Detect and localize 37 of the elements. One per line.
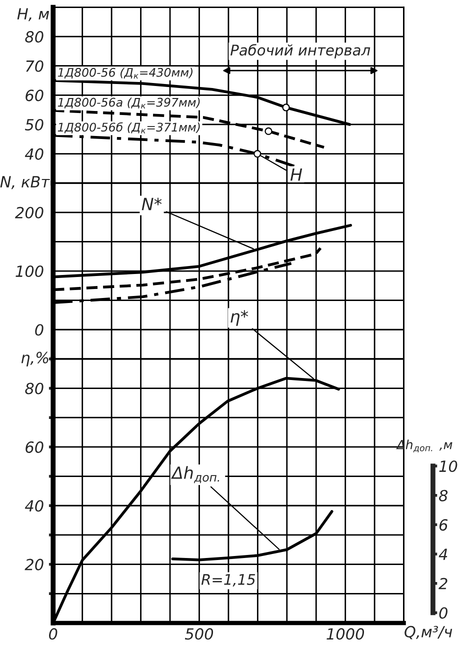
y2-tick-label: 2 bbox=[438, 578, 448, 590]
annotation: η* bbox=[230, 310, 248, 326]
annotation: Рабочий интервал bbox=[230, 44, 370, 58]
y2-tick-label: 4 bbox=[438, 548, 448, 560]
series-label: 1Д800-56б (Д$_{к}$=371мм) bbox=[58, 122, 200, 134]
y-axis-title: H, м bbox=[17, 8, 50, 22]
y-tick-label: 100 bbox=[16, 265, 44, 278]
x-tick-label: 1000 bbox=[326, 628, 364, 640]
y-tick-label: 80 bbox=[25, 31, 44, 43]
y-tick-label: 50 bbox=[24, 118, 44, 131]
x-axis-title: Q,м³/ч bbox=[404, 626, 452, 640]
annotation: R=1,15 bbox=[201, 574, 256, 586]
y-tick-label: 70 bbox=[26, 60, 44, 72]
y-tick-label: 40 bbox=[24, 148, 44, 160]
x-tick-label: 0 bbox=[49, 628, 58, 640]
y2-tick-label: 8 bbox=[439, 490, 448, 502]
y2-tick-label: 10 bbox=[439, 460, 458, 472]
series-label: 1Д800-56 (Д$_{к}$=430мм) bbox=[58, 68, 192, 79]
y-tick-label: 40 bbox=[24, 500, 44, 512]
point bbox=[254, 150, 262, 158]
series-label: 1Д800-56а (Д$_{к}$=397мм) bbox=[58, 98, 200, 108]
y-axis-title: N, кВт bbox=[0, 176, 50, 190]
annotation: N* bbox=[142, 198, 162, 210]
point bbox=[282, 104, 290, 112]
y-tick-label: 60 bbox=[26, 441, 44, 453]
y-tick-label: 200 bbox=[15, 206, 44, 218]
annotation: Δh$_{доп.}$ bbox=[170, 466, 220, 484]
x-tick-label: 500 bbox=[184, 628, 214, 640]
annotation: H bbox=[290, 168, 302, 181]
y-tick-label: 20 bbox=[24, 558, 44, 570]
y-tick-label: 60 bbox=[26, 90, 44, 102]
y-tick-label: 80 bbox=[25, 382, 44, 394]
y2-tick-label: 6 bbox=[439, 519, 448, 531]
y-tick-label: 0 bbox=[35, 324, 44, 336]
point bbox=[264, 127, 272, 136]
y2-tick-label: 0 bbox=[439, 607, 448, 619]
y-axis-title: η,% bbox=[21, 352, 48, 366]
